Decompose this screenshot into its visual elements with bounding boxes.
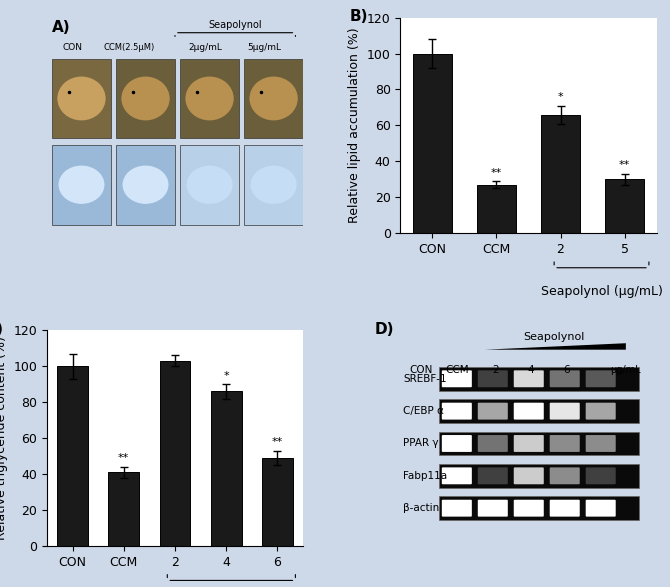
FancyBboxPatch shape [549,500,580,517]
Text: A): A) [52,20,70,35]
FancyBboxPatch shape [586,370,616,387]
Text: Seapolynol: Seapolynol [523,332,585,342]
Text: Seapolynol: Seapolynol [208,20,262,30]
Text: SREBF-1: SREBF-1 [403,374,447,384]
Text: CCM: CCM [445,365,468,375]
FancyBboxPatch shape [514,435,544,452]
FancyBboxPatch shape [439,497,639,520]
Text: 6: 6 [563,365,570,375]
FancyBboxPatch shape [439,399,639,423]
FancyBboxPatch shape [549,435,580,452]
Text: CON: CON [62,43,82,52]
FancyBboxPatch shape [116,145,175,225]
Text: CCM(2.5μM): CCM(2.5μM) [103,43,155,52]
Text: CON: CON [409,365,433,375]
FancyBboxPatch shape [180,145,239,225]
Bar [159,361,190,546]
Text: μg/mL: μg/mL [610,365,641,375]
Bar [477,185,516,233]
FancyBboxPatch shape [439,431,639,456]
Text: PPAR γ: PPAR γ [403,438,439,448]
Text: 4: 4 [528,365,535,375]
Text: *: * [557,92,563,102]
Text: B): B) [349,9,368,24]
Bar [109,472,139,546]
FancyBboxPatch shape [514,500,544,517]
FancyBboxPatch shape [586,500,616,517]
FancyBboxPatch shape [244,59,303,139]
Bar [211,392,242,546]
Ellipse shape [186,76,234,120]
FancyBboxPatch shape [180,59,239,139]
Polygon shape [485,343,626,350]
FancyBboxPatch shape [52,59,111,139]
Y-axis label: Relative triglyceride content (%): Relative triglyceride content (%) [0,336,8,540]
FancyBboxPatch shape [514,370,544,387]
Text: 5μg/mL: 5μg/mL [248,43,281,52]
FancyBboxPatch shape [478,435,508,452]
Text: D): D) [375,322,395,337]
FancyBboxPatch shape [442,467,472,484]
Text: **: ** [118,453,129,463]
Bar [57,366,88,546]
Bar [413,53,452,233]
FancyBboxPatch shape [442,500,472,517]
FancyBboxPatch shape [442,370,472,387]
Text: C): C) [0,322,3,337]
Ellipse shape [58,76,106,120]
FancyBboxPatch shape [478,467,508,484]
FancyBboxPatch shape [549,370,580,387]
Ellipse shape [123,166,169,204]
FancyBboxPatch shape [442,435,472,452]
Text: C/EBP α: C/EBP α [403,406,444,416]
FancyBboxPatch shape [478,370,508,387]
FancyBboxPatch shape [439,367,639,391]
FancyBboxPatch shape [439,464,639,488]
Y-axis label: Relative lipid accumulation (%): Relative lipid accumulation (%) [348,28,361,223]
Ellipse shape [186,166,232,204]
FancyBboxPatch shape [442,403,472,420]
FancyBboxPatch shape [244,145,303,225]
Text: *: * [223,370,229,380]
Ellipse shape [251,166,297,204]
FancyBboxPatch shape [549,403,580,420]
Text: Seapolynol (μg/mL): Seapolynol (μg/mL) [541,285,663,298]
FancyBboxPatch shape [478,403,508,420]
Ellipse shape [121,76,170,120]
Text: β-actin: β-actin [403,503,440,513]
Text: **: ** [619,160,630,170]
FancyBboxPatch shape [586,403,616,420]
Ellipse shape [249,76,297,120]
FancyBboxPatch shape [586,467,616,484]
Text: **: ** [491,167,502,177]
FancyBboxPatch shape [514,467,544,484]
FancyBboxPatch shape [549,467,580,484]
FancyBboxPatch shape [586,435,616,452]
Bar [262,458,293,546]
FancyBboxPatch shape [116,59,175,139]
Text: 2μg/mL: 2μg/mL [189,43,222,52]
Ellipse shape [58,166,105,204]
Bar [541,114,580,233]
Text: Fabp11a: Fabp11a [403,471,447,481]
FancyBboxPatch shape [478,500,508,517]
Bar [606,180,644,233]
Text: **: ** [272,437,283,447]
FancyBboxPatch shape [514,403,544,420]
FancyBboxPatch shape [52,145,111,225]
Text: 2: 2 [492,365,498,375]
